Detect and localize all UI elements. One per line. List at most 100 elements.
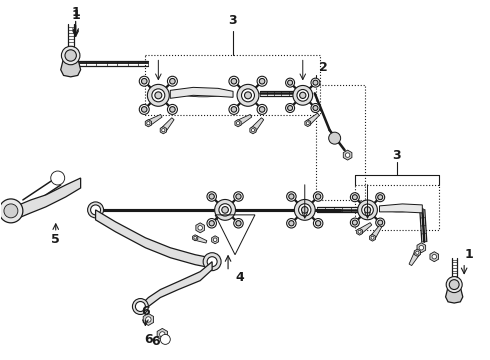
- Polygon shape: [157, 328, 168, 340]
- Text: 1: 1: [465, 248, 473, 261]
- Text: 1: 1: [71, 9, 80, 22]
- Circle shape: [242, 89, 254, 102]
- Ellipse shape: [7, 204, 15, 218]
- Polygon shape: [147, 114, 162, 126]
- Circle shape: [155, 92, 162, 99]
- Circle shape: [358, 200, 377, 220]
- Circle shape: [314, 192, 323, 201]
- Polygon shape: [193, 235, 198, 241]
- Circle shape: [257, 76, 267, 86]
- Circle shape: [142, 78, 147, 84]
- Circle shape: [65, 50, 76, 61]
- Circle shape: [311, 104, 320, 112]
- Polygon shape: [306, 113, 319, 125]
- Polygon shape: [195, 235, 207, 243]
- Circle shape: [446, 276, 462, 293]
- Circle shape: [146, 317, 151, 322]
- Circle shape: [287, 192, 296, 201]
- Polygon shape: [96, 210, 210, 268]
- Circle shape: [371, 236, 374, 239]
- Ellipse shape: [181, 90, 225, 97]
- Circle shape: [301, 207, 308, 213]
- Circle shape: [245, 92, 251, 99]
- Circle shape: [160, 332, 165, 337]
- Circle shape: [298, 204, 311, 216]
- Circle shape: [168, 104, 177, 114]
- Circle shape: [293, 85, 313, 105]
- Circle shape: [236, 194, 241, 199]
- Circle shape: [209, 221, 214, 226]
- Circle shape: [234, 219, 243, 228]
- Polygon shape: [196, 223, 204, 233]
- Polygon shape: [305, 120, 311, 127]
- Text: 1: 1: [71, 6, 80, 19]
- Text: 3: 3: [228, 14, 237, 27]
- Polygon shape: [160, 127, 167, 134]
- Circle shape: [259, 78, 265, 84]
- Circle shape: [142, 107, 147, 112]
- Text: 4: 4: [236, 271, 245, 284]
- Circle shape: [288, 105, 293, 111]
- Polygon shape: [237, 114, 252, 126]
- Circle shape: [152, 89, 165, 102]
- Circle shape: [168, 76, 177, 86]
- Circle shape: [203, 253, 221, 271]
- Circle shape: [198, 226, 202, 230]
- Circle shape: [4, 204, 18, 218]
- Text: 2: 2: [319, 61, 328, 74]
- Polygon shape: [417, 243, 426, 253]
- Circle shape: [352, 195, 357, 200]
- Circle shape: [170, 78, 175, 84]
- Text: 6: 6: [144, 333, 153, 346]
- Circle shape: [236, 122, 240, 125]
- Circle shape: [147, 84, 169, 106]
- Circle shape: [297, 90, 309, 101]
- Bar: [355, 185, 439, 230]
- Circle shape: [213, 238, 217, 242]
- Circle shape: [416, 251, 419, 254]
- Circle shape: [432, 255, 437, 259]
- Circle shape: [231, 78, 237, 84]
- Circle shape: [289, 221, 294, 226]
- Ellipse shape: [383, 206, 416, 212]
- Circle shape: [345, 153, 350, 157]
- Circle shape: [287, 219, 296, 228]
- Circle shape: [362, 204, 373, 216]
- Polygon shape: [13, 178, 81, 221]
- Polygon shape: [369, 234, 375, 241]
- Polygon shape: [171, 87, 233, 98]
- Circle shape: [350, 218, 359, 227]
- Polygon shape: [235, 120, 241, 127]
- Bar: [146, 55, 319, 115]
- Circle shape: [215, 199, 236, 220]
- Polygon shape: [445, 287, 463, 303]
- Polygon shape: [430, 252, 439, 262]
- Circle shape: [316, 221, 321, 226]
- Circle shape: [286, 104, 294, 112]
- Polygon shape: [61, 58, 81, 77]
- Polygon shape: [357, 229, 363, 235]
- Circle shape: [219, 204, 231, 216]
- Circle shape: [135, 302, 146, 311]
- Circle shape: [419, 246, 423, 250]
- Circle shape: [257, 104, 267, 114]
- Polygon shape: [414, 249, 420, 256]
- Circle shape: [306, 122, 309, 125]
- Circle shape: [170, 107, 175, 112]
- Circle shape: [316, 194, 321, 199]
- Circle shape: [329, 132, 341, 144]
- Circle shape: [132, 298, 148, 315]
- Polygon shape: [161, 118, 174, 132]
- Circle shape: [160, 334, 171, 345]
- Circle shape: [147, 122, 150, 125]
- Circle shape: [229, 76, 239, 86]
- Circle shape: [289, 194, 294, 199]
- Circle shape: [365, 207, 370, 213]
- Circle shape: [352, 220, 357, 225]
- Circle shape: [251, 129, 255, 132]
- Circle shape: [51, 171, 65, 185]
- Circle shape: [236, 221, 241, 226]
- Polygon shape: [379, 204, 422, 213]
- Circle shape: [0, 199, 23, 223]
- Text: 6: 6: [141, 305, 150, 318]
